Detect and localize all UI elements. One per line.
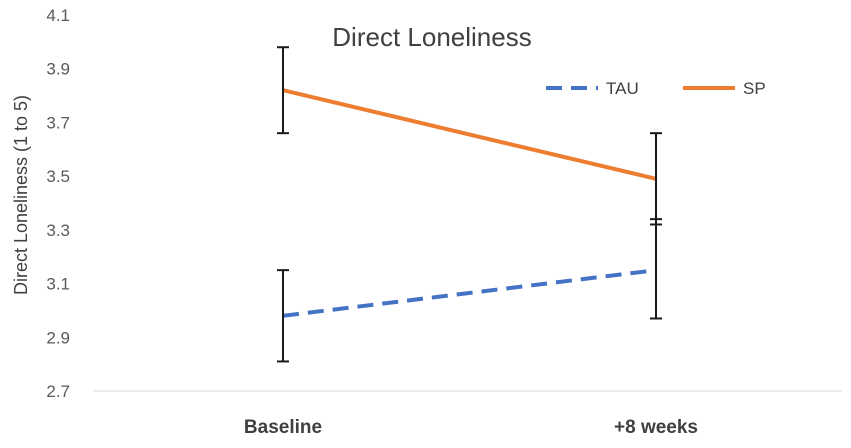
series-line-sp <box>282 88 657 181</box>
x-tick-label: Baseline <box>244 417 322 438</box>
legend-label: SP <box>743 79 766 98</box>
y-tick-label: 3.5 <box>46 167 70 186</box>
y-tick-label: 3.3 <box>46 221 70 240</box>
y-axis-label: Direct Loneliness (1 to 5) <box>11 95 31 295</box>
chart-title: Direct Loneliness <box>332 22 531 52</box>
series-line-tau <box>282 268 657 318</box>
y-tick-label: 4.1 <box>46 6 70 25</box>
y-tick-label: 2.9 <box>46 328 70 347</box>
error-bar-sp <box>277 46 289 135</box>
y-tick-label: 3.9 <box>46 60 70 79</box>
error-bar-tau <box>650 218 662 320</box>
y-tick-label: 2.7 <box>46 382 70 401</box>
legend-item-sp: SP <box>683 79 766 98</box>
error-bar-tau <box>277 269 289 363</box>
legend-item-tau: TAU <box>546 79 639 98</box>
x-tick-label: +8 weeks <box>614 417 698 438</box>
error-bar-sp <box>650 132 662 226</box>
y-tick-label: 3.7 <box>46 113 70 132</box>
y-tick-label: 3.1 <box>46 275 70 294</box>
legend-label: TAU <box>606 79 639 98</box>
